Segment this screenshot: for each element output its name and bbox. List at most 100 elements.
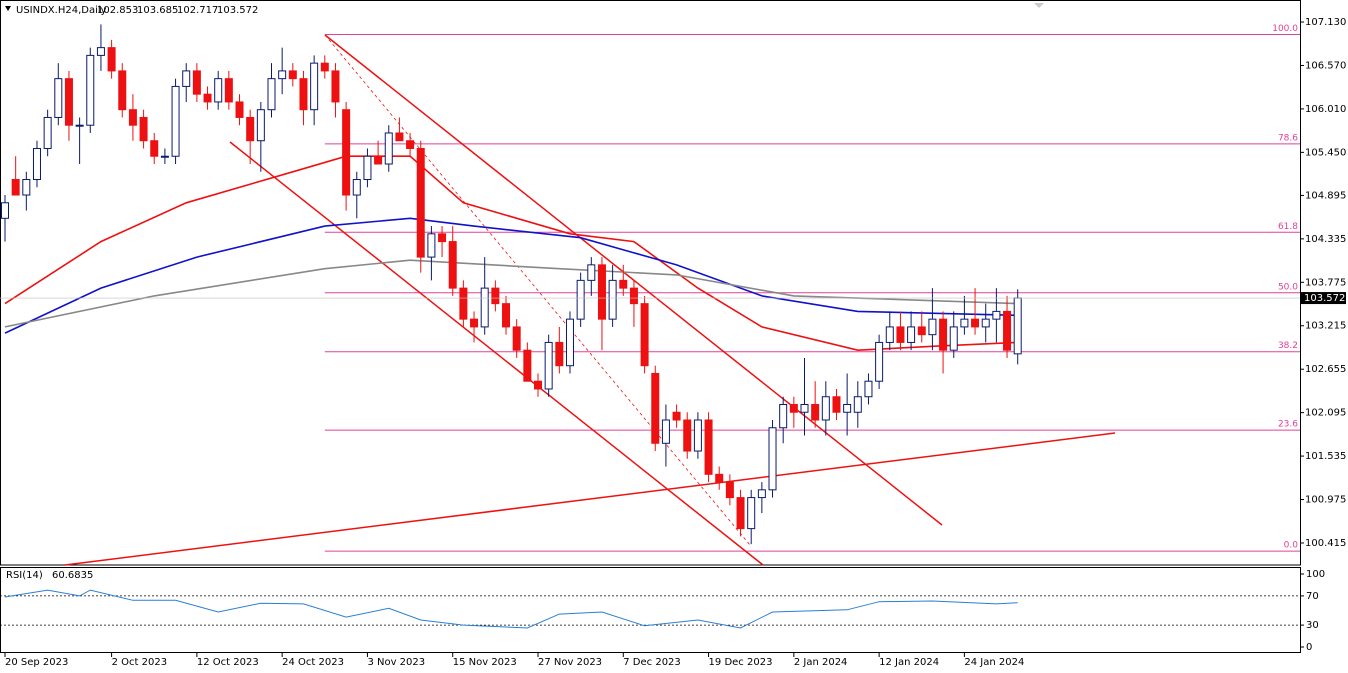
menu-arrow (5, 6, 11, 11)
open-label: 102.853 (97, 5, 138, 16)
candle-body (331, 70, 340, 103)
candle-body (960, 318, 969, 328)
candle-body (704, 419, 713, 475)
fib-label: 38.2 (1278, 341, 1298, 351)
candle-body (565, 318, 574, 367)
candle-body (43, 116, 52, 149)
candle-body (917, 326, 926, 336)
candle-body (246, 116, 255, 142)
candle-body (203, 93, 212, 103)
channel-lower (229, 141, 764, 566)
candle-body (86, 54, 95, 126)
candle-body (928, 318, 937, 336)
rsi-name: RSI(14) (6, 570, 43, 581)
candle-body (534, 380, 542, 390)
candle-body (629, 287, 638, 305)
candle-body (896, 326, 905, 343)
candle-body (939, 318, 948, 351)
candle-body (843, 403, 852, 413)
candle-body (160, 155, 169, 158)
candle-body (523, 349, 532, 382)
candle-body (32, 147, 41, 181)
candle-body (885, 326, 894, 343)
candle-body (363, 155, 372, 181)
symbol-label: USINDX.H24,Daily (16, 5, 107, 16)
candle-body (406, 140, 415, 149)
candle-body (459, 287, 468, 320)
candle-body (651, 372, 660, 444)
candle-body (299, 78, 308, 111)
candle-body (853, 396, 862, 413)
y-tick-label: 102.655 (1305, 364, 1346, 375)
candle-body (640, 303, 649, 367)
candle-body (502, 303, 511, 328)
y-tick-label: 100.415 (1305, 538, 1346, 549)
candle-body (427, 233, 436, 258)
y-tick-label: 104.895 (1305, 190, 1346, 201)
close-label: 103.572 (217, 5, 258, 16)
candle-body (374, 155, 383, 165)
candle-body (800, 403, 809, 413)
trend-lines (64, 34, 1116, 566)
candle-body (779, 403, 788, 429)
rsi-tick-label: 30 (1306, 620, 1319, 631)
x-tick-label: 19 Dec 2023 (709, 657, 773, 668)
candle-body (214, 78, 223, 103)
y-tick-label: 103.775 (1305, 277, 1346, 288)
candle-body (267, 78, 276, 111)
candle-body (597, 264, 606, 320)
candle-body (992, 310, 1001, 320)
candle-body (1003, 310, 1012, 351)
candle-body (11, 179, 20, 196)
support-line (64, 432, 1116, 566)
candle-body (192, 70, 201, 95)
rsi-tick-label: 70 (1306, 591, 1319, 602)
fib-label: 100.0 (1272, 24, 1298, 34)
candle-body (395, 132, 404, 142)
y-tick-label: 104.335 (1305, 234, 1346, 245)
candle-body (480, 287, 489, 328)
candle-body (789, 403, 798, 413)
candle-body (54, 78, 63, 118)
candle-body (310, 62, 319, 111)
candle-body (757, 489, 766, 499)
x-tick-label: 12 Jan 2024 (879, 657, 939, 668)
candle-body (747, 497, 756, 530)
candle-body (544, 341, 553, 390)
candle-body (352, 179, 361, 196)
fib-label: 78.6 (1278, 133, 1298, 143)
fib-label: 23.6 (1278, 420, 1298, 430)
candle-body (725, 481, 734, 499)
candle-body (821, 396, 830, 421)
x-tick-label: 12 Oct 2023 (197, 657, 259, 668)
y-tick-label: 107.130 (1305, 17, 1346, 28)
candle-body (672, 411, 681, 421)
candle-body (416, 147, 425, 258)
candle-body (512, 326, 521, 351)
x-tick-label: 2 Oct 2023 (112, 657, 167, 668)
candle-body (22, 179, 31, 196)
price-label: 103.572 (1304, 293, 1345, 304)
rsi-tick-label: 100 (1306, 569, 1325, 580)
candle-body (128, 109, 137, 126)
candle-body (438, 233, 447, 243)
candle-body (587, 264, 596, 281)
candle-body (949, 326, 958, 351)
candle-body (491, 287, 500, 305)
candle-body (1, 202, 9, 219)
candle-body (811, 403, 820, 421)
candle-body (107, 47, 116, 72)
candle-body (832, 396, 841, 413)
candle-body (736, 497, 745, 530)
x-tick-label: 15 Nov 2023 (453, 657, 517, 668)
candle-body (864, 380, 873, 398)
y-tick-label: 106.010 (1305, 104, 1346, 115)
y-tick-label: 106.570 (1305, 60, 1346, 71)
candle-body (448, 241, 457, 289)
price-box (1301, 292, 1346, 305)
rsi-value: 60.6835 (52, 570, 93, 581)
moving-average (4, 217, 1018, 334)
high-label: 103.685 (137, 5, 178, 16)
